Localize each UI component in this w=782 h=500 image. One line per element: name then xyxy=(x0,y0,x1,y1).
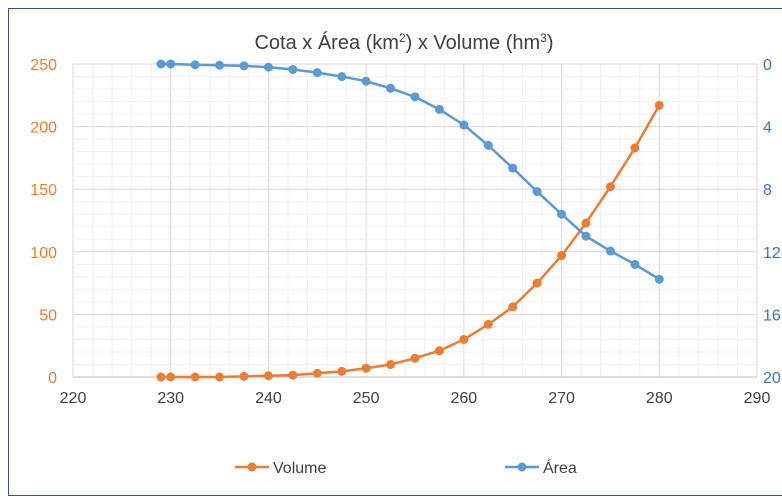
data-point-volume xyxy=(630,143,640,153)
series-line-volume xyxy=(160,104,661,379)
data-point-area xyxy=(654,274,664,284)
data-point-volume xyxy=(386,359,396,369)
data-point-volume xyxy=(361,363,371,373)
y-right-tick-label: 0 xyxy=(763,57,772,74)
series-line-area xyxy=(160,62,660,281)
data-point-area xyxy=(215,60,225,70)
y-left-tick-label: 250 xyxy=(30,57,57,74)
y-left-tick-label: 100 xyxy=(30,245,57,262)
data-point-volume xyxy=(532,278,542,288)
y-right-tick-label: 12 xyxy=(763,245,781,262)
data-point-volume xyxy=(508,302,518,312)
x-tick-label: 260 xyxy=(451,390,478,407)
grid xyxy=(72,63,758,378)
data-point-area xyxy=(312,68,322,78)
data-point-volume xyxy=(581,218,591,228)
data-point-area xyxy=(581,231,591,241)
chart-frame: Cota x Área (km2) x Volume (hm3) 0 50 100 1… xyxy=(8,8,782,496)
data-point-volume xyxy=(557,251,567,261)
data-point-area xyxy=(532,187,542,197)
y-right-tick-label: 8 xyxy=(763,182,772,199)
data-point-volume xyxy=(410,353,420,363)
data-point-volume xyxy=(288,370,298,380)
legend-swatch-marker-area xyxy=(517,462,527,472)
data-point-area xyxy=(156,59,166,69)
data-point-area xyxy=(410,92,420,102)
data-point-area xyxy=(166,59,176,69)
data-point-area xyxy=(459,120,469,130)
x-tick-label: 290 xyxy=(744,390,771,407)
y-right-tick-label: 16 xyxy=(763,307,781,324)
y-left-tick-label: 0 xyxy=(48,370,57,387)
axis-ticks: 0 50 100 150 200 250 0 4 8 12 16 20 220 230 240 250 260 2… xyxy=(30,57,781,407)
data-point-volume xyxy=(459,334,469,344)
data-point-area xyxy=(288,64,298,74)
data-point-area xyxy=(263,62,273,72)
x-tick-label: 220 xyxy=(60,390,87,407)
data-point-area xyxy=(361,76,371,86)
data-point-area xyxy=(434,104,444,114)
y-left-tick-label: 50 xyxy=(39,307,57,324)
data-point-volume xyxy=(156,372,166,382)
legend-label-area: Área xyxy=(543,458,577,477)
data-point-volume xyxy=(263,371,273,381)
data-point-volume xyxy=(312,368,322,378)
data-point-volume xyxy=(239,371,249,381)
data-point-area xyxy=(483,140,493,150)
data-point-volume xyxy=(166,372,176,382)
y-left-tick-label: 200 xyxy=(30,120,57,137)
x-tick-label: 280 xyxy=(646,390,673,407)
data-point-volume xyxy=(605,182,615,192)
data-point-area xyxy=(337,72,347,82)
data-point-volume xyxy=(215,372,225,382)
legend-swatch-marker-volume xyxy=(247,462,257,472)
x-tick-label: 270 xyxy=(548,390,575,407)
y-left-tick-label: 150 xyxy=(30,182,57,199)
data-point-area xyxy=(239,61,249,71)
data-point-area xyxy=(508,163,518,173)
data-point-area xyxy=(557,209,567,219)
x-tick-label: 250 xyxy=(353,390,380,407)
data-point-area xyxy=(630,259,640,269)
plot-area xyxy=(156,59,664,382)
chart-svg: Cota x Área (km2) x Volume (hm3) 0 50 100 1… xyxy=(30,31,781,477)
legend-label-volume: Volume xyxy=(273,460,326,477)
y-right-tick-label: 20 xyxy=(763,370,781,387)
data-point-volume xyxy=(434,346,444,356)
data-point-volume xyxy=(190,372,200,382)
y-right-tick-label: 4 xyxy=(763,120,772,137)
data-point-volume xyxy=(654,100,664,110)
data-point-area xyxy=(605,246,615,256)
data-point-volume xyxy=(337,366,347,376)
chart-title: Cota x Área (km2) x Volume (hm3) xyxy=(254,31,553,54)
x-tick-label: 230 xyxy=(157,390,184,407)
data-point-volume xyxy=(483,319,493,329)
legend: Volume Área xyxy=(235,458,577,477)
x-tick-label: 240 xyxy=(255,390,282,407)
data-point-area xyxy=(190,60,200,70)
data-point-area xyxy=(386,83,396,93)
